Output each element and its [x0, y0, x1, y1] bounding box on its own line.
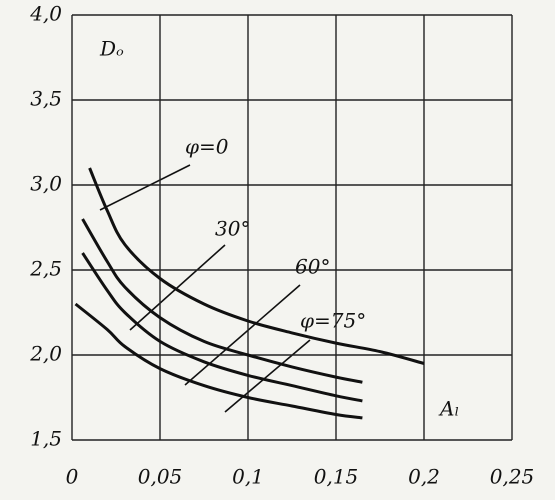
curve: [74, 302, 363, 420]
legend-label: 60°: [295, 255, 330, 279]
curve: [81, 218, 363, 384]
curve: [81, 252, 363, 403]
y-tick-label: 3,5: [30, 87, 62, 111]
leader-line: [99, 164, 191, 211]
leader-line: [224, 339, 311, 413]
x-axis-label: Aₗ: [438, 397, 459, 421]
x-tick-label: 0,15: [314, 465, 359, 489]
legend-label: φ=75°: [300, 309, 366, 333]
legend-label: φ=0: [185, 135, 229, 159]
x-tick-label: 0,2: [408, 465, 440, 489]
legend-label: 30°: [215, 217, 250, 241]
curve: [88, 167, 425, 365]
x-tick-label: 0,05: [138, 465, 183, 489]
y-tick-label: 2,5: [29, 257, 62, 281]
y-tick-label: 2,0: [29, 342, 62, 366]
y-tick-label: 3,0: [30, 172, 62, 196]
leader-line: [184, 284, 301, 386]
x-tick-label: 0,1: [232, 465, 264, 489]
y-tick-label: 4,0: [29, 2, 62, 26]
y-axis-label: Dₒ: [99, 37, 124, 61]
leader-line: [129, 244, 226, 331]
y-tick-label: 1,5: [30, 427, 62, 451]
x-tick-label: 0,25: [490, 465, 535, 489]
x-tick-label: 0: [66, 465, 79, 489]
